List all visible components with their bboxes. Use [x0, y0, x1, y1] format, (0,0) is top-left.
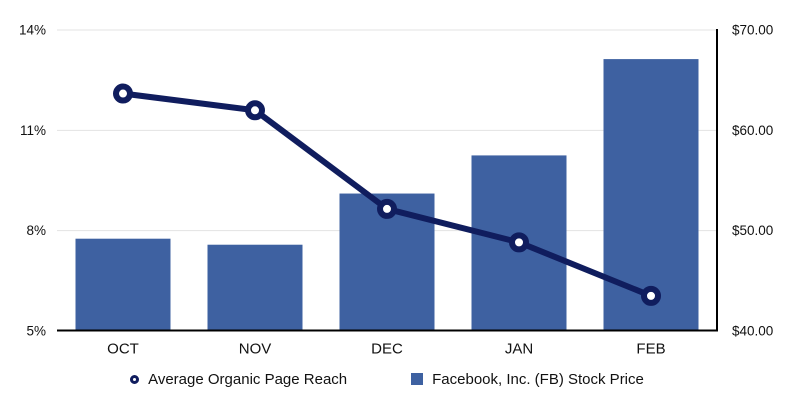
- line-marker-feb: [641, 285, 661, 306]
- legend-stock-label: Facebook, Inc. (FB) Stock Price: [432, 370, 644, 388]
- x-label-nov: NOV: [239, 341, 272, 358]
- right-tick-70: $70.00: [732, 23, 773, 38]
- bar-nov: [207, 244, 303, 330]
- right-axis-labels: $70.00 $60.00 $50.00 $40.00: [732, 23, 773, 339]
- right-tick-40: $40.00: [732, 324, 773, 339]
- bar-oct: [75, 238, 171, 330]
- legend-item-stock: Facebook, Inc. (FB) Stock Price: [411, 371, 644, 388]
- category-axis-labels: OCT NOV DEC JAN FEB: [107, 341, 665, 358]
- legend-reach-label: Average Organic Page Reach: [148, 370, 348, 388]
- left-tick-8: 8%: [26, 223, 46, 238]
- bar-swatch-icon: [411, 373, 424, 385]
- legend: Average Organic Page Reach Facebook, Inc…: [57, 367, 717, 391]
- left-tick-14: 14%: [19, 23, 46, 38]
- line-marker-jan: [509, 232, 529, 253]
- line-marker-nov: [245, 100, 265, 121]
- line-marker-oct: [113, 83, 133, 104]
- legend-item-reach: Average Organic Page Reach: [130, 371, 347, 388]
- x-label-dec: DEC: [371, 341, 403, 358]
- left-axis-labels: 14% 11% 8% 5%: [19, 23, 46, 339]
- open-circle-marker-icon: [130, 374, 140, 384]
- left-tick-5: 5%: [26, 324, 46, 339]
- line-marker-dec: [377, 198, 397, 219]
- x-label-feb: FEB: [636, 341, 665, 358]
- left-tick-11: 11%: [20, 123, 46, 138]
- right-tick-60: $60.00: [732, 123, 773, 138]
- organic-reach-line: [113, 83, 661, 306]
- x-label-jan: JAN: [505, 341, 533, 358]
- x-label-oct: OCT: [107, 341, 139, 358]
- right-tick-50: $50.00: [732, 223, 773, 238]
- axis-lines: [57, 29, 718, 332]
